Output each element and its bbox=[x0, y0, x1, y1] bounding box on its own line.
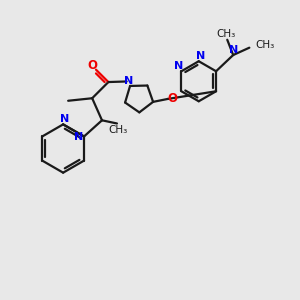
Text: N: N bbox=[174, 61, 184, 71]
Text: N: N bbox=[60, 114, 69, 124]
Text: N: N bbox=[229, 45, 238, 55]
Text: CH₃: CH₃ bbox=[216, 29, 236, 39]
Text: N: N bbox=[74, 132, 83, 142]
Text: CH₃: CH₃ bbox=[108, 125, 127, 135]
Text: N: N bbox=[124, 76, 133, 86]
Text: CH₃: CH₃ bbox=[256, 40, 275, 50]
Text: O: O bbox=[87, 59, 97, 72]
Text: N: N bbox=[196, 51, 206, 61]
Text: O: O bbox=[167, 92, 178, 105]
